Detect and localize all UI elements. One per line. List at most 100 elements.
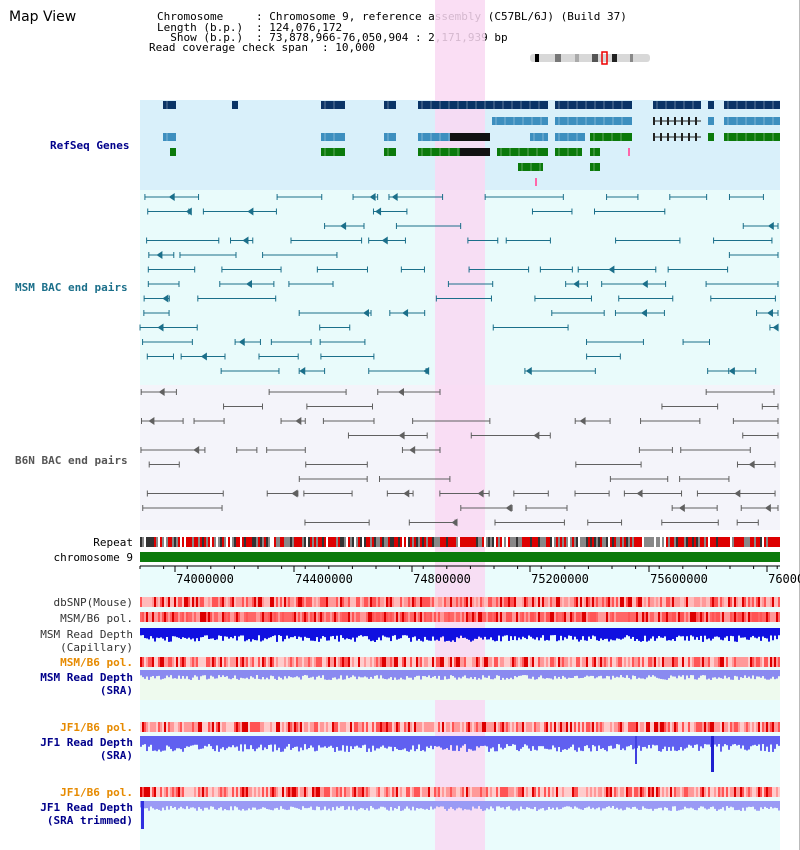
msm-depth-sra-bar — [422, 670, 424, 677]
msm-depth-sra-bar — [492, 670, 494, 680]
msm-pol-2-heat — [682, 657, 684, 667]
jf1-pol-2-heat — [414, 787, 416, 797]
dbsnp-heat — [376, 597, 378, 607]
dbsnp-heat — [732, 597, 734, 607]
jf1-depth-bar — [250, 736, 252, 746]
msm-pol-2-heat — [266, 657, 268, 667]
msm-pol-2-heat — [754, 657, 756, 667]
msm-depth-cap-bar — [268, 628, 270, 638]
jf1-depth-bar — [470, 736, 472, 750]
msm-depth-sra-bar — [474, 670, 476, 678]
jf1-pol-heat — [630, 722, 632, 732]
msm-pol-heat — [484, 612, 486, 622]
dbsnp-heat — [768, 597, 770, 607]
jf1-pol-heat — [204, 722, 206, 732]
msm-pol-heat — [318, 612, 320, 622]
jf1-pol-2-heat — [162, 787, 164, 797]
msm-depth-sra-bar — [560, 670, 562, 679]
msm-depth-sra-bar — [446, 670, 448, 680]
msm-pol-2-heat — [646, 657, 648, 667]
gene-block — [384, 133, 396, 141]
msm-depth-sra-bar — [350, 670, 352, 678]
track-label-jf1-trim: JF1 Read Depth — [40, 801, 133, 814]
msm-depth-sra-bar — [548, 670, 550, 679]
jf1-pol-2-heat — [548, 787, 550, 797]
msm-pol-heat — [188, 612, 190, 622]
msm-pol-2-heat — [372, 657, 374, 667]
repeat-element — [514, 537, 516, 547]
repeat-element — [244, 537, 246, 547]
msm-depth-sra-bar — [162, 670, 164, 679]
msm-pol-heat — [702, 612, 704, 622]
repeat-element — [754, 537, 756, 547]
jf1-depth-bar — [740, 736, 742, 749]
msm-depth-sra-bar — [140, 670, 142, 676]
jf1-pol-heat — [348, 722, 350, 732]
jf1-pol-2-heat — [390, 787, 392, 797]
msm-depth-sra-bar — [338, 670, 340, 679]
jf1-pol-2-heat — [470, 787, 472, 797]
msm-depth-sra-bar — [264, 670, 266, 680]
msm-pol-heat — [544, 612, 546, 622]
msm-depth-cap-bar — [318, 628, 320, 642]
msm-pol-heat — [208, 612, 210, 622]
repeat-element — [404, 537, 406, 547]
jf1-pol-heat — [244, 722, 246, 732]
jf1-trim-depth-bar — [626, 801, 628, 808]
jf1-depth-bar — [554, 736, 556, 748]
msm-depth-sra-bar — [702, 670, 704, 676]
jf1-depth-bar — [600, 736, 602, 749]
jf1-trim-depth-bar — [474, 801, 476, 809]
dbsnp-heat — [662, 597, 664, 607]
repeat-element — [630, 537, 632, 547]
msm-pol-2-heat — [408, 657, 410, 667]
jf1-depth-bar — [406, 736, 408, 752]
msm-pol-heat — [252, 612, 254, 622]
jf1-pol-heat — [356, 722, 358, 732]
jf1-trim-depth-bar — [476, 801, 478, 809]
jf1-depth-bar — [760, 736, 762, 751]
msm-depth-sra-bar — [190, 670, 192, 680]
msm-depth-sra-bar — [526, 670, 528, 676]
msm-depth-sra-bar — [238, 670, 240, 680]
msm-pol-2-heat — [460, 657, 462, 667]
jf1-pol-2-heat — [676, 787, 678, 797]
dbsnp-heat — [424, 597, 426, 607]
dbsnp-heat — [632, 597, 634, 607]
jf1-pol-2-heat — [144, 787, 146, 797]
msm-pol-heat — [676, 612, 678, 622]
jf1-pol-2-heat — [700, 787, 702, 797]
msm-depth-sra-bar — [428, 670, 430, 676]
jf1-pol-heat — [586, 722, 588, 732]
msm-depth-sra-bar — [502, 670, 504, 678]
jf1-pol-2-heat — [378, 787, 380, 797]
repeat-element — [706, 537, 708, 547]
jf1-trim-depth-bar — [720, 801, 722, 809]
jf1-pol-2-heat — [236, 787, 238, 797]
jf1-trim-depth-bar — [622, 801, 624, 811]
msm-depth-sra-bar — [146, 670, 148, 677]
msm-pol-2-heat — [478, 657, 480, 667]
dbsnp-heat — [534, 597, 536, 607]
jf1-pol-2-heat — [328, 787, 330, 797]
msm-pol-heat — [426, 612, 428, 622]
msm-depth-sra-bar — [284, 670, 286, 677]
msm-depth-cap-bar — [458, 628, 460, 639]
jf1-depth-bar — [252, 736, 254, 750]
repeat-element — [628, 537, 630, 547]
msm-depth-sra-bar — [372, 670, 374, 679]
msm-pol-2-heat — [260, 657, 262, 667]
dbsnp-heat — [468, 597, 470, 607]
repeat-element — [584, 537, 586, 547]
repeat-element — [696, 537, 698, 547]
msm-depth-cap-bar — [632, 628, 634, 637]
repeat-element — [398, 537, 400, 547]
msm-depth-sra-bar — [562, 670, 564, 676]
dbsnp-heat — [712, 597, 714, 607]
repeat-element — [370, 537, 372, 547]
repeat-element — [242, 537, 244, 547]
msm-pol-heat — [260, 612, 262, 622]
msm-pol-2-heat — [638, 657, 640, 667]
dbsnp-heat — [638, 597, 640, 607]
